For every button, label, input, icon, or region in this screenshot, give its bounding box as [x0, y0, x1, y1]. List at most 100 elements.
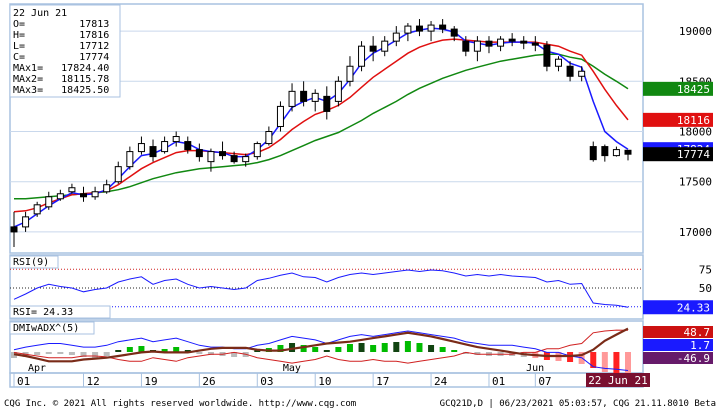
candle-body	[300, 90, 308, 102]
candle-body	[161, 141, 169, 153]
dmi-histogram-bar	[323, 350, 330, 352]
candle	[334, 76, 342, 107]
candle-body	[126, 151, 134, 168]
candle-body	[33, 204, 41, 215]
info-line: H= 17816	[13, 30, 109, 41]
candle-body	[22, 216, 30, 228]
candle	[253, 141, 261, 160]
day-label: 19	[144, 375, 157, 388]
dmi-histogram-bar	[474, 352, 481, 355]
candle-body	[103, 184, 111, 193]
candle	[566, 61, 574, 82]
dmi-histogram-bar	[277, 345, 284, 352]
candle	[80, 186, 88, 202]
current-date-tag-bg	[586, 373, 650, 387]
dmi-histogram-bar	[346, 344, 353, 352]
dmi-histogram-bar	[590, 352, 597, 368]
candle	[485, 36, 493, 54]
candle-body	[450, 28, 458, 37]
info-line: L= 17712	[13, 41, 109, 52]
candle	[56, 189, 64, 201]
price-tag: 17774	[643, 147, 713, 162]
candle-body	[334, 80, 342, 102]
di-plus-line	[13, 330, 629, 371]
info-line: C= 17774	[13, 52, 109, 63]
candle-body	[601, 146, 609, 157]
day-label: 17	[376, 375, 389, 388]
candle	[207, 148, 215, 172]
rsi-title: RSI(9)	[13, 257, 49, 268]
info-line: O= 17813	[13, 19, 109, 30]
candle-body	[369, 45, 377, 52]
candle-body	[207, 151, 215, 163]
rsi-line	[13, 269, 629, 308]
candle	[323, 86, 331, 120]
di-minus-line	[13, 329, 629, 364]
dmi-histogram-bar	[428, 345, 435, 352]
day-label: 24	[434, 375, 448, 388]
dmi-histogram-bar	[115, 350, 122, 352]
month-label: Apr	[28, 363, 46, 374]
rsi-tick-label: 50	[699, 282, 712, 295]
dmi-histogram-bar	[370, 345, 377, 352]
price-tick-label: 19000	[679, 25, 712, 38]
candle	[195, 143, 203, 162]
dmi-histogram-bar	[161, 349, 168, 352]
dmi-histogram-bar	[358, 343, 365, 352]
candle-body	[612, 149, 620, 157]
price-tag: 18425	[643, 81, 713, 96]
candle-body	[520, 40, 528, 44]
dmi-tag-label: 48.7	[684, 326, 711, 339]
candle	[91, 186, 99, 200]
candle	[346, 56, 354, 87]
candle-body	[358, 45, 366, 67]
candle-body	[265, 131, 273, 145]
candle	[554, 56, 562, 72]
dmi-histogram-bar	[92, 352, 99, 358]
rsi-value-box	[9, 305, 111, 319]
dmi-histogram-bar	[68, 352, 75, 355]
rsi-value-tag-bg	[643, 300, 713, 315]
candle	[230, 151, 238, 164]
rsi-value-tag: 24.33	[677, 301, 710, 314]
candle-body	[462, 40, 470, 52]
candle-body	[230, 155, 238, 163]
candle	[497, 36, 505, 52]
candle	[300, 81, 308, 107]
candle	[415, 19, 423, 37]
candle-body	[415, 25, 423, 32]
dmi-histogram-bar	[80, 352, 87, 357]
candle-body	[311, 92, 319, 102]
dmi-histogram-bar	[451, 350, 458, 352]
candle	[601, 144, 609, 162]
price-tick-label: 17500	[679, 176, 712, 189]
candle-body	[184, 141, 192, 151]
footer-copyright: CQG Inc. © 2021 All rights reserved worl…	[4, 399, 356, 409]
dmi-histogram-bar	[416, 343, 423, 352]
dmi-histogram-bar	[462, 352, 469, 354]
candle	[358, 41, 366, 72]
candle	[473, 36, 481, 62]
candle-body	[624, 149, 632, 155]
dmi-histogram-bar	[126, 347, 133, 352]
candle-body	[531, 42, 539, 46]
candle	[624, 149, 632, 161]
candle	[33, 201, 41, 217]
candle	[369, 36, 377, 62]
candle-body	[172, 136, 180, 143]
candle	[276, 101, 284, 132]
candle-body	[68, 187, 76, 193]
candle	[161, 136, 169, 154]
candle-body	[137, 143, 145, 153]
day-label: 07	[538, 375, 551, 388]
day-label: 10	[318, 375, 331, 388]
price-tag-bg	[643, 147, 713, 162]
candle	[137, 136, 145, 155]
candle-body	[404, 25, 412, 34]
dmi-panel: 48.71.7-46.9	[11, 326, 713, 375]
dmi-histogram-bar	[103, 352, 110, 356]
dmi-histogram-bar	[601, 352, 608, 372]
candle-body	[45, 196, 53, 208]
candle	[427, 21, 435, 42]
